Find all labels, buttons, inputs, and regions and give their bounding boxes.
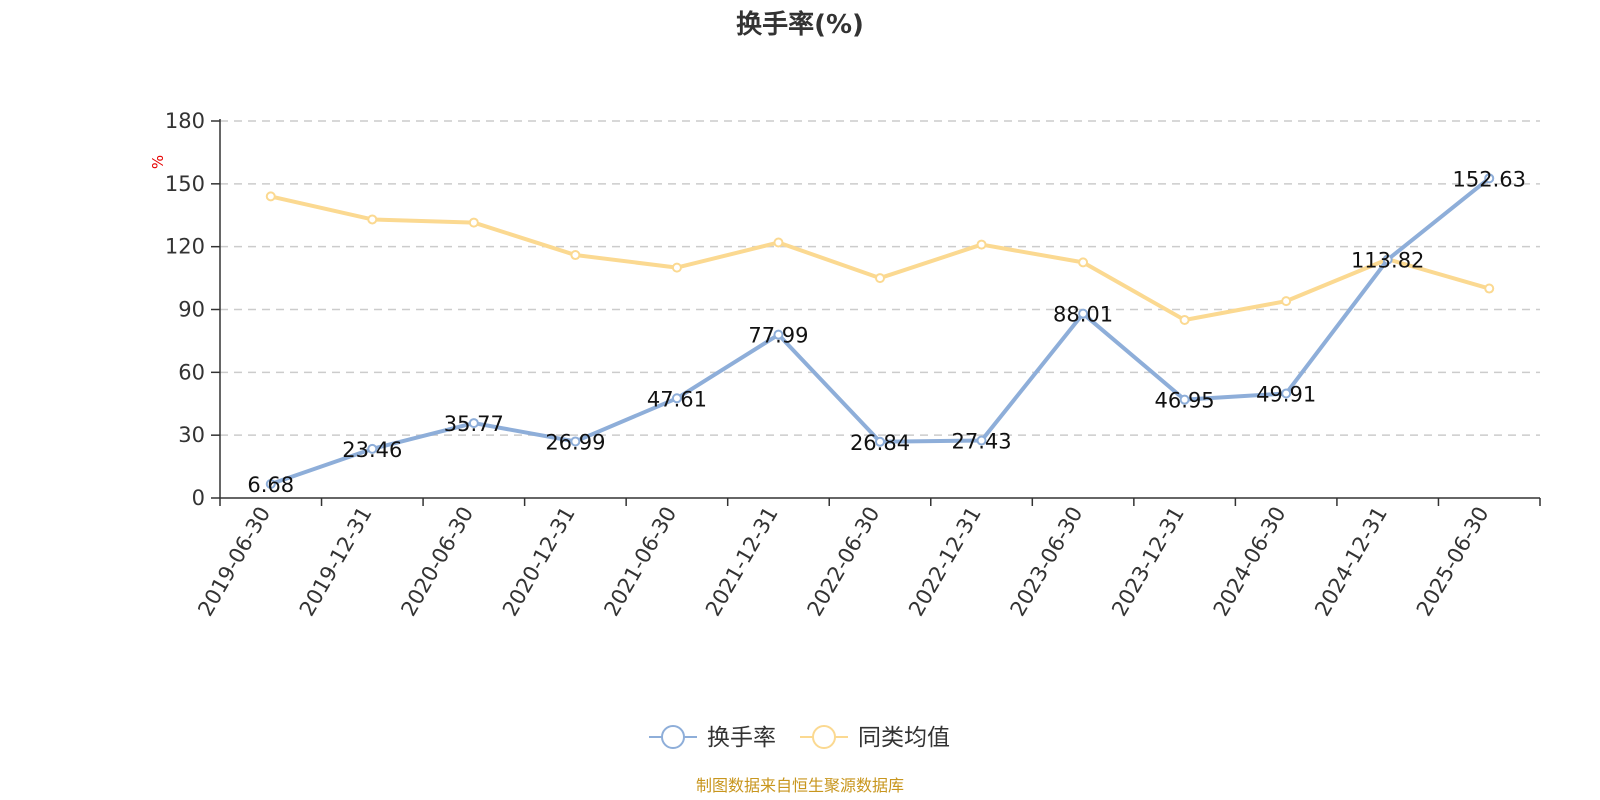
x-tick-label: 2021-06-30 — [599, 503, 681, 621]
data-point-1[interactable] — [875, 273, 885, 284]
chart-title: 换手率(%) — [736, 9, 864, 40]
grid-lines — [220, 120, 1540, 436]
data-labels: 6.68 23.46 35.77 26.99 47.61 77.99 26.84 27.43 8… — [247, 167, 1526, 497]
y-tick-label: 150 — [165, 172, 205, 196]
y-axis-label: % — [149, 155, 167, 169]
data-label: 113.82 — [1351, 249, 1424, 273]
data-label: 26.99 — [545, 430, 605, 454]
x-tick-label: 2020-06-30 — [396, 503, 478, 621]
data-point-1[interactable] — [367, 214, 378, 225]
x-tick-label: 2020-12-31 — [498, 503, 580, 621]
data-point-0[interactable] — [265, 479, 276, 490]
legend[interactable]: 换手率 同类均值 — [649, 725, 950, 751]
y-tick-label: 0 — [192, 486, 205, 510]
data-label: 77.99 — [748, 324, 808, 348]
data-point-1[interactable] — [773, 237, 784, 248]
data-label: 152.63 — [1452, 167, 1525, 191]
data-point-1[interactable] — [468, 217, 479, 228]
data-point-1[interactable] — [671, 262, 682, 273]
data-label: 35.77 — [444, 412, 504, 436]
data-point-0[interactable] — [570, 436, 581, 447]
data-label: 23.46 — [342, 438, 402, 462]
data-label: 49.91 — [1256, 382, 1316, 406]
data-point-0[interactable] — [671, 393, 682, 404]
source-note: 制图数据来自恒生聚源数据库 — [696, 776, 904, 795]
data-label: 6.68 — [247, 473, 294, 497]
data-label: 27.43 — [951, 430, 1011, 454]
legend-label-1[interactable]: 同类均值 — [858, 725, 950, 751]
data-point-1[interactable] — [570, 250, 581, 261]
data-point-0[interactable] — [773, 329, 784, 340]
legend-marker-0[interactable] — [661, 725, 685, 749]
y-tick-label: 30 — [178, 423, 205, 447]
series-lines — [265, 173, 1495, 490]
data-point-1[interactable] — [1179, 314, 1190, 325]
data-point-1[interactable] — [1281, 296, 1292, 307]
x-tick-label: 2025-06-30 — [1412, 503, 1494, 621]
y-tick-label: 180 — [165, 109, 205, 133]
data-point-0[interactable] — [468, 418, 479, 429]
y-tick-label: 120 — [165, 235, 205, 259]
data-point-0[interactable] — [875, 436, 885, 447]
data-point-0[interactable] — [1179, 394, 1190, 405]
data-point-0[interactable] — [1484, 173, 1495, 184]
x-tick-label: 2019-06-30 — [193, 503, 275, 621]
data-point-1[interactable] — [1078, 257, 1089, 268]
data-label: 88.01 — [1053, 303, 1113, 327]
x-tick-label: 2024-06-30 — [1209, 503, 1291, 621]
x-tick-label: 2022-06-30 — [803, 503, 885, 621]
x-tick-label: 2019-12-31 — [295, 503, 377, 621]
data-label: 46.95 — [1155, 389, 1215, 413]
series-line-1 — [268, 194, 1492, 322]
data-point-1[interactable] — [265, 191, 276, 202]
data-point-0[interactable] — [1382, 254, 1393, 265]
data-point-0[interactable] — [367, 443, 378, 454]
x-tick-label: 2021-12-31 — [701, 503, 783, 621]
legend-marker-1[interactable] — [812, 725, 836, 749]
data-point-1[interactable] — [1484, 283, 1495, 294]
data-point-0[interactable] — [1281, 388, 1292, 399]
data-point-1[interactable] — [976, 239, 987, 250]
data-label: 26.84 — [850, 431, 910, 455]
x-tick-label: 2024-12-31 — [1310, 503, 1392, 621]
data-label: 47.61 — [647, 387, 707, 411]
x-tick-label: 2023-12-31 — [1107, 503, 1189, 621]
y-tick-label: 90 — [178, 298, 205, 322]
x-tick-label: 2023-06-30 — [1006, 503, 1088, 621]
data-point-0[interactable] — [1078, 308, 1089, 319]
x-tick-label: 2022-12-31 — [904, 503, 986, 621]
y-tick-label: 60 — [178, 360, 205, 384]
data-point-0[interactable] — [976, 435, 987, 446]
legend-label-0[interactable]: 换手率 — [707, 725, 776, 751]
